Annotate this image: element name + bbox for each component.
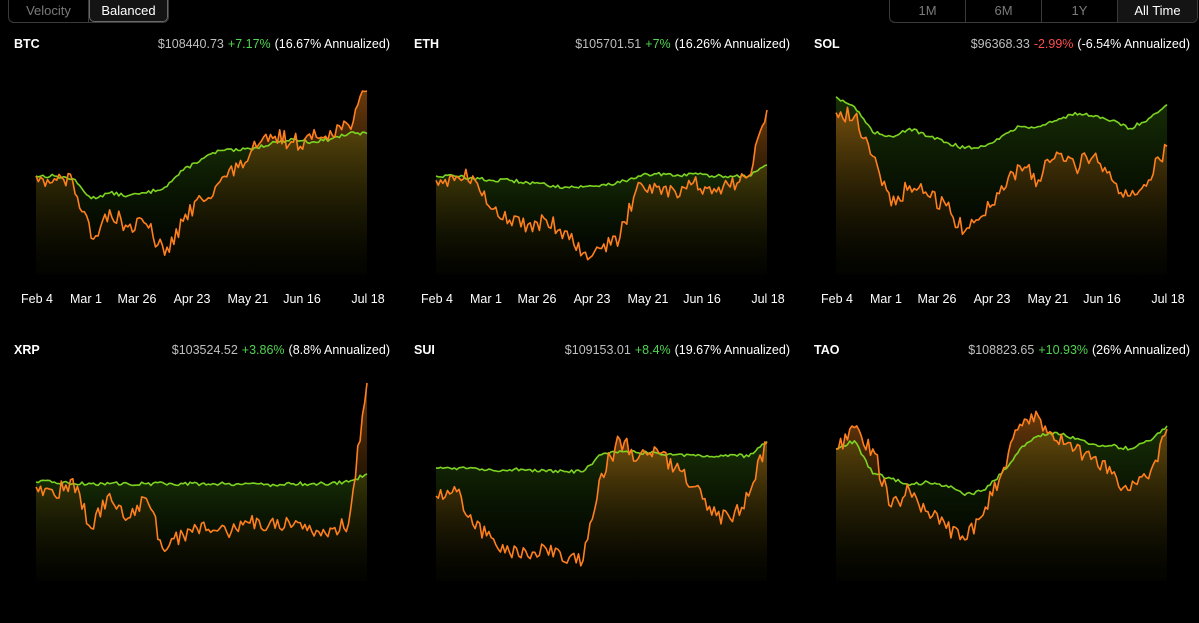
range-6m-button[interactable]: 6M: [966, 0, 1042, 22]
portfolio-value: $103524.52: [171, 343, 238, 357]
mode-velocity-button[interactable]: Velocity: [9, 0, 89, 22]
portfolio-value: $108823.65: [968, 343, 1035, 357]
x-tick-label: Feb 4: [421, 292, 453, 306]
annualized-return: (19.67% Annualized): [674, 343, 790, 357]
portfolio-value: $108440.73: [157, 37, 224, 51]
percent-change: +10.93%: [1038, 343, 1089, 357]
strategy-area: [36, 91, 367, 275]
x-tick-label: May 21: [1027, 292, 1069, 306]
chart-panel-tao: TAO $108823.65 +10.93% (26% Annualized): [814, 343, 1190, 623]
percent-change: +7%: [645, 37, 671, 51]
x-tick-label: Jun 16: [283, 292, 321, 306]
panel-header: BTC $108440.73 +7.17% (16.67% Annualized): [14, 37, 390, 55]
benchmark-line: [35, 131, 368, 200]
chart-plot: [435, 109, 768, 275]
x-tick-label: Mar 26: [517, 292, 557, 306]
chart-panel-eth: ETH $105701.51 +7% (16.26% Annualized) Feb 4…: [414, 37, 790, 317]
performance-stats: $96368.33 -2.99% (-6.54% Annualized): [971, 37, 1190, 51]
x-tick-label: May 21: [627, 292, 669, 306]
percent-change: +8.4%: [634, 343, 671, 357]
performance-stats: $108440.73 +7.17% (16.67% Annualized): [158, 37, 390, 51]
benchmark-line: [35, 473, 368, 488]
portfolio-value: $96368.33: [970, 37, 1030, 51]
annualized-return: (16.26% Annualized): [674, 37, 790, 51]
strategy-line: [35, 90, 368, 256]
x-tick-label: Jul 18: [751, 292, 785, 306]
asset-symbol: XRP: [14, 343, 40, 357]
chart-panel-btc: BTC $108440.73 +7.17% (16.67% Annualized) Fe…: [14, 37, 390, 317]
asset-symbol: TAO: [814, 343, 840, 357]
strategy-area: [836, 107, 1167, 275]
chart-panel-xrp: XRP $103524.52 +3.86% (8.8% Annualized): [14, 343, 390, 623]
chart-plot: [35, 90, 368, 275]
chart-plot: [435, 435, 768, 581]
strategy-line: [836, 410, 1168, 541]
annualized-return: (26% Annualized): [1092, 343, 1190, 357]
percent-change: -2.99%: [1033, 37, 1074, 51]
strategy-area: [436, 110, 767, 275]
performance-stats: $109153.01 +8.4% (19.67% Annualized): [565, 343, 790, 357]
strategy-line: [435, 109, 768, 261]
panel-header: ETH $105701.51 +7% (16.26% Annualized): [414, 37, 790, 55]
mode-balanced-button[interactable]: Balanced: [89, 0, 168, 22]
time-range-toggle: 1M 6M 1Y All Time: [889, 0, 1198, 23]
panel-header: SOL $96368.33 -2.99% (-6.54% Annualized): [814, 37, 1190, 55]
strategy-line: [435, 435, 768, 567]
strategy-line: [835, 106, 1168, 236]
strategy-area: [36, 383, 367, 581]
annualized-return: (16.67% Annualized): [274, 37, 390, 51]
x-tick-label: Mar 1: [470, 292, 502, 306]
panel-header: XRP $103524.52 +3.86% (8.8% Annualized): [14, 343, 390, 361]
chart-plot: [835, 96, 1168, 275]
x-tick-label: Jun 16: [683, 292, 721, 306]
benchmark-line: [835, 96, 1168, 150]
annualized-return: (8.8% Annualized): [288, 343, 390, 357]
range-all-time-button[interactable]: All Time: [1118, 0, 1197, 22]
x-tick-label: May 21: [227, 292, 269, 306]
benchmark-line: [435, 440, 768, 474]
x-tick-label: Mar 26: [917, 292, 957, 306]
x-tick-label: Mar 26: [117, 292, 157, 306]
benchmark-line: [435, 164, 768, 190]
portfolio-value: $105701.51: [575, 37, 642, 51]
x-tick-label: Mar 1: [870, 292, 902, 306]
x-tick-label: Feb 4: [821, 292, 853, 306]
strategy-area: [836, 411, 1167, 581]
percent-change: +7.17%: [227, 37, 271, 51]
panel-header: SUI $109153.01 +8.4% (19.67% Annualized): [414, 343, 790, 361]
x-tick-label: Apr 23: [973, 292, 1011, 306]
performance-stats: $105701.51 +7% (16.26% Annualized): [575, 37, 790, 51]
strategy-line: [35, 382, 368, 553]
asset-symbol: SUI: [414, 343, 435, 357]
chart-plot: [35, 382, 368, 581]
portfolio-value: $109153.01: [564, 343, 631, 357]
x-tick-label: Jul 18: [1151, 292, 1185, 306]
x-tick-label: Jun 16: [1083, 292, 1121, 306]
x-tick-label: Mar 1: [70, 292, 102, 306]
chart-panel-sui: SUI $109153.01 +8.4% (19.67% Annualized): [414, 343, 790, 623]
mode-toggle: Velocity Balanced: [8, 0, 169, 23]
chart-plot: [835, 410, 1168, 581]
percent-change: +3.86%: [241, 343, 285, 357]
asset-symbol: ETH: [414, 37, 439, 51]
asset-symbol: SOL: [814, 37, 840, 51]
performance-stats: $103524.52 +3.86% (8.8% Annualized): [172, 343, 390, 357]
asset-symbol: BTC: [14, 37, 40, 51]
x-tick-label: Feb 4: [21, 292, 53, 306]
annualized-return: (-6.54% Annualized): [1077, 37, 1190, 51]
x-tick-label: Apr 23: [173, 292, 211, 306]
x-tick-label: Apr 23: [573, 292, 611, 306]
chart-panel-sol: SOL $96368.33 -2.99% (-6.54% Annualized) Feb…: [814, 37, 1190, 317]
performance-stats: $108823.65 +10.93% (26% Annualized): [968, 343, 1190, 357]
x-tick-label: Jul 18: [351, 292, 385, 306]
panel-header: TAO $108823.65 +10.93% (26% Annualized): [814, 343, 1190, 361]
range-1m-button[interactable]: 1M: [890, 0, 966, 22]
range-1y-button[interactable]: 1Y: [1042, 0, 1118, 22]
